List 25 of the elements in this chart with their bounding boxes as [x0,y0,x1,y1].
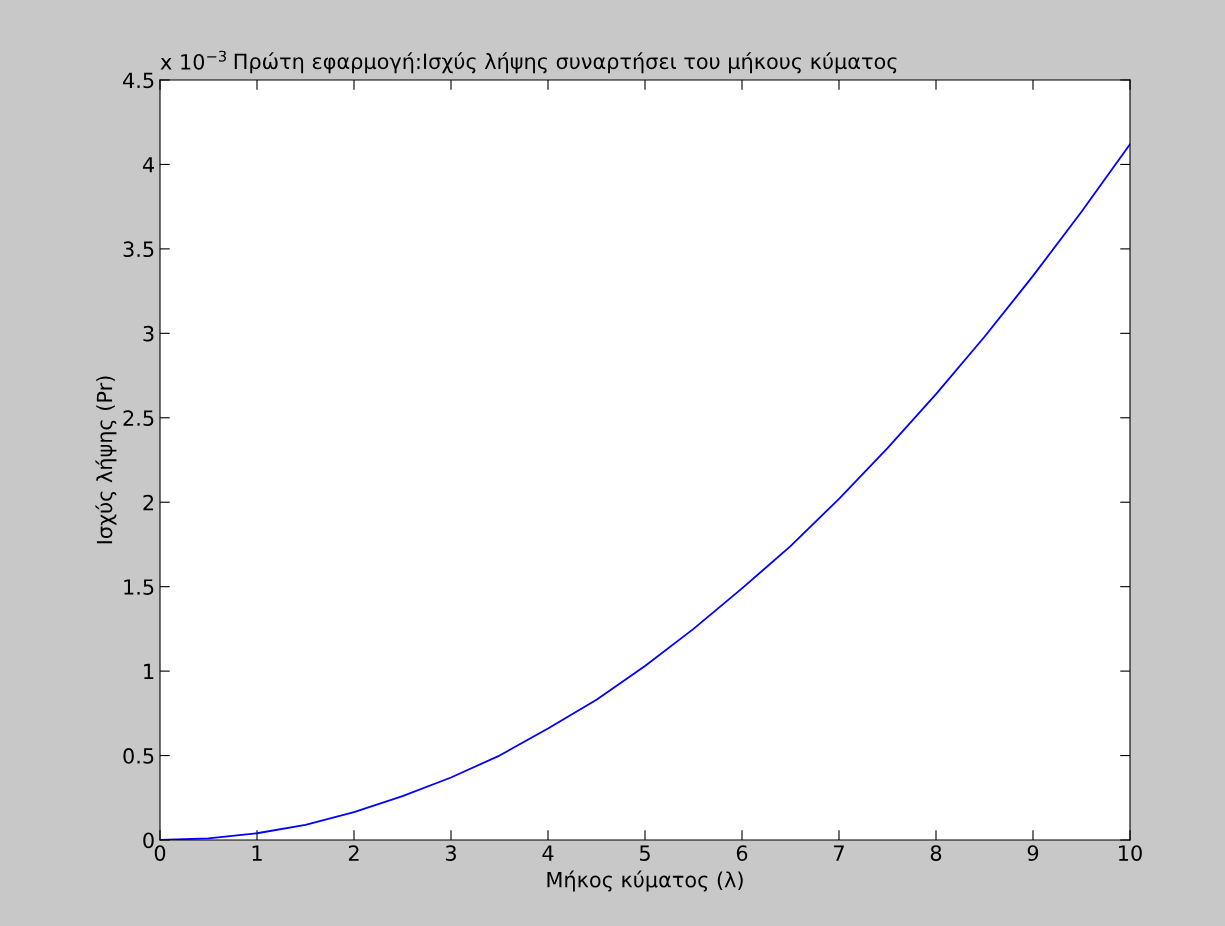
x-tick-label: 8 [930,845,942,861]
x-tick-label: 9 [1027,845,1039,861]
y-tick-label: 3.5 [123,241,154,258]
x-tick-label: 6 [736,845,748,861]
x-tick-label: 7 [834,845,844,861]
y-axis-title: Ισχύς λήψης (Pr) [95,376,117,544]
y-tick-label: 2 [143,494,154,511]
y-tick-label: 0.5 [123,748,154,764]
y-tick-label: 1.5 [124,579,154,595]
chart-title: Πρώτη εφαρμογή:Ισχύς λήψης συναρτήσει του μήκους κύματος [234,52,897,74]
text: x 10$^{−3}$ [160,50,226,70]
x-tick-label: 4 [542,845,554,861]
y-tick-label: 3 [143,325,154,342]
y-tick-label: 2.5 [123,410,154,426]
x-axis-title: Μήκος κύματος (λ) [547,870,743,892]
y-tick-label: 1 [144,663,154,680]
x-tick-label: 0 [154,845,166,861]
x-tick-label: 2 [348,845,359,861]
y-tick-label: 4.5 [123,72,154,89]
x-tick-label: 1 [252,845,262,861]
x-tick-label: 10 [1119,845,1142,861]
y-tick-label: 0 [143,832,154,849]
y-tick-label: 4 [142,157,154,173]
x-tick-label: 3 [445,845,456,861]
x-tick-label: 5 [639,845,650,861]
